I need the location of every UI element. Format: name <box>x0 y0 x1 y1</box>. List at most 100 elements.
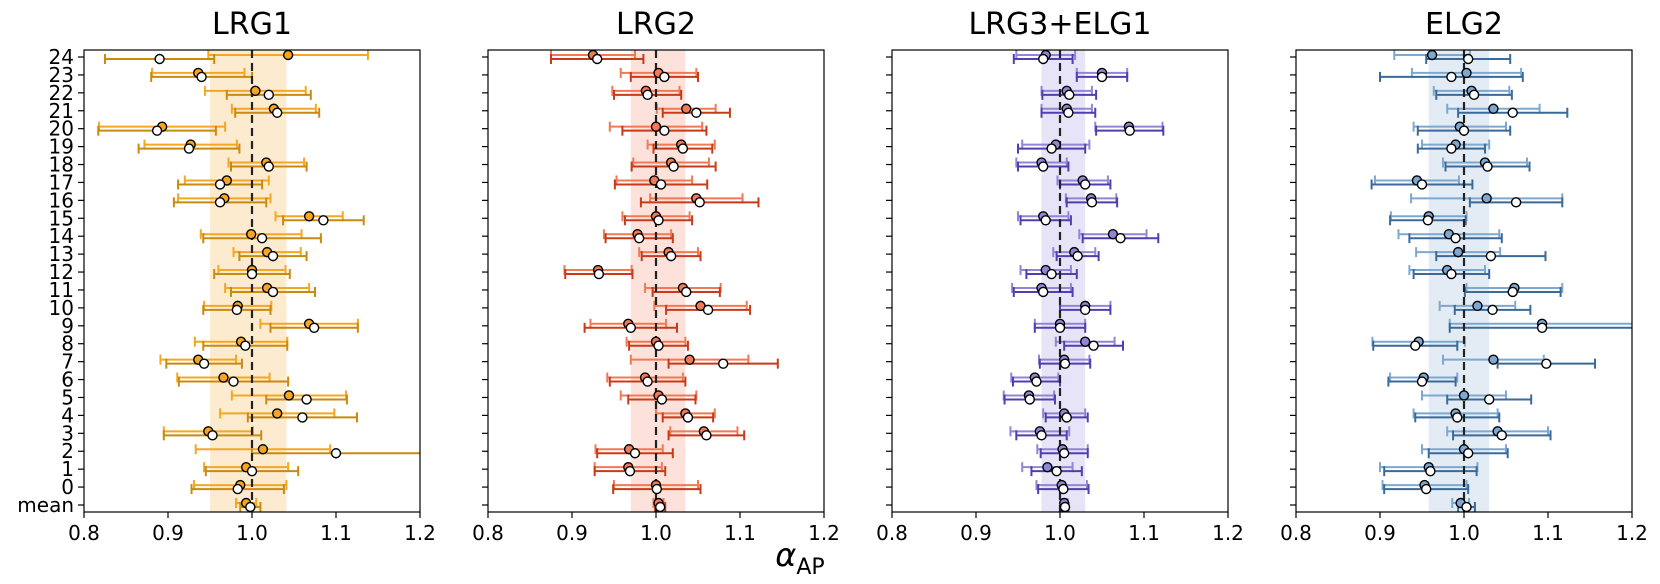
data-point <box>1458 125 1470 136</box>
x-tick-label: 1.1 <box>1128 521 1160 545</box>
data-point <box>1115 232 1126 244</box>
data-point <box>665 250 677 262</box>
data-point <box>214 179 226 190</box>
x-tick-label: 1.0 <box>640 521 672 545</box>
data-point <box>1059 358 1071 369</box>
data-point <box>245 228 257 240</box>
data-point <box>151 125 163 136</box>
data-point <box>634 232 645 244</box>
data-point <box>1079 179 1091 190</box>
x-tick-label: 0.9 <box>960 521 992 545</box>
y-tick-label: 23 <box>49 63 74 87</box>
y-tick-label: 20 <box>49 117 74 141</box>
data-point <box>1063 107 1074 118</box>
data-point <box>1458 390 1470 401</box>
shaded-band <box>630 50 686 512</box>
data-point <box>653 340 664 351</box>
data-point <box>592 53 603 65</box>
x-tick-label: 0.8 <box>1280 521 1312 545</box>
data-point <box>1536 322 1548 333</box>
x-tick-label: 1.0 <box>1044 521 1076 545</box>
data-point <box>651 483 663 495</box>
y-tick-label: 0 <box>61 475 74 499</box>
data-point <box>655 501 666 513</box>
data-point <box>684 354 695 365</box>
y-tick-label: 17 <box>49 170 74 194</box>
x-axis-label-main: α <box>775 536 796 574</box>
data-point <box>183 143 195 154</box>
data-point <box>1452 246 1464 258</box>
data-point <box>1031 376 1042 387</box>
data-point <box>1058 483 1069 495</box>
y-tick-label: 19 <box>49 135 74 159</box>
x-tick-label: 0.9 <box>556 521 588 545</box>
y-tick-label: 2 <box>61 439 74 463</box>
x-axis-label-sub: AP <box>796 555 824 580</box>
data-point <box>1461 501 1472 513</box>
panel-title: LRG1 <box>212 7 292 42</box>
data-point <box>196 71 207 83</box>
data-point <box>297 412 308 423</box>
data-point <box>701 430 712 441</box>
y-tick-label: 1 <box>61 457 74 481</box>
data-point <box>1472 300 1483 312</box>
data-point <box>1462 448 1474 459</box>
x-axis-label: αAP <box>775 536 824 580</box>
y-tick-label: 11 <box>49 278 74 302</box>
x-tick-label: 1.2 <box>808 521 840 545</box>
x-tick-label: 1.2 <box>1616 521 1648 545</box>
y-tick-label: 21 <box>49 99 74 123</box>
panel-elg2: ELG2 0.8 0.9 1.0 1.1 1.2 <box>1280 7 1648 545</box>
y-tick-label: 22 <box>49 81 74 105</box>
data-point <box>246 268 258 280</box>
y-tick-label: 16 <box>49 188 74 212</box>
data-point <box>267 250 279 262</box>
panel-lrg3-elg1: LRG3+ELG1 0.8 0.9 1.0 1.1 1.2 <box>876 7 1244 545</box>
data-point <box>642 89 653 101</box>
data-point <box>1058 448 1070 459</box>
data-point <box>232 483 243 495</box>
data-point <box>1426 49 1438 61</box>
x-tick-label: 1.0 <box>1448 521 1480 545</box>
data-point <box>1040 215 1051 226</box>
data-point <box>1051 465 1062 477</box>
data-point <box>702 304 714 316</box>
data-point <box>650 121 662 132</box>
data-point <box>1046 268 1057 280</box>
data-point <box>246 465 258 477</box>
shaded-band <box>1041 50 1086 512</box>
data-point <box>668 161 679 172</box>
data-point <box>1061 412 1072 423</box>
shaded-band <box>210 50 287 512</box>
data-point <box>1064 89 1075 101</box>
data-point <box>154 53 165 65</box>
data-point <box>1088 340 1099 351</box>
data-point <box>593 268 605 280</box>
data-point <box>198 358 210 369</box>
data-point <box>207 430 218 441</box>
y-tick-label: 24 <box>49 45 74 69</box>
data-point <box>1124 125 1135 136</box>
panel-title: LRG3+ELG1 <box>968 7 1151 42</box>
data-point <box>318 215 329 226</box>
data-point <box>1046 143 1057 154</box>
data-point <box>231 304 243 316</box>
data-point <box>1079 336 1091 347</box>
data-point <box>1507 107 1518 118</box>
data-point <box>1096 71 1108 83</box>
data-point <box>303 211 315 222</box>
data-point <box>656 394 668 405</box>
y-tick-label: 4 <box>61 403 74 427</box>
x-tick-label: 0.9 <box>1364 521 1396 545</box>
data-point <box>263 89 274 101</box>
data-point <box>1037 53 1049 65</box>
data-point <box>1462 53 1474 65</box>
shaded-band <box>1428 50 1490 512</box>
data-point <box>642 376 653 387</box>
y-tick-label: 10 <box>49 296 74 320</box>
data-point <box>282 49 294 61</box>
x-tick-label: 1.1 <box>1532 521 1564 545</box>
data-point <box>228 376 239 387</box>
data-point <box>308 322 320 333</box>
